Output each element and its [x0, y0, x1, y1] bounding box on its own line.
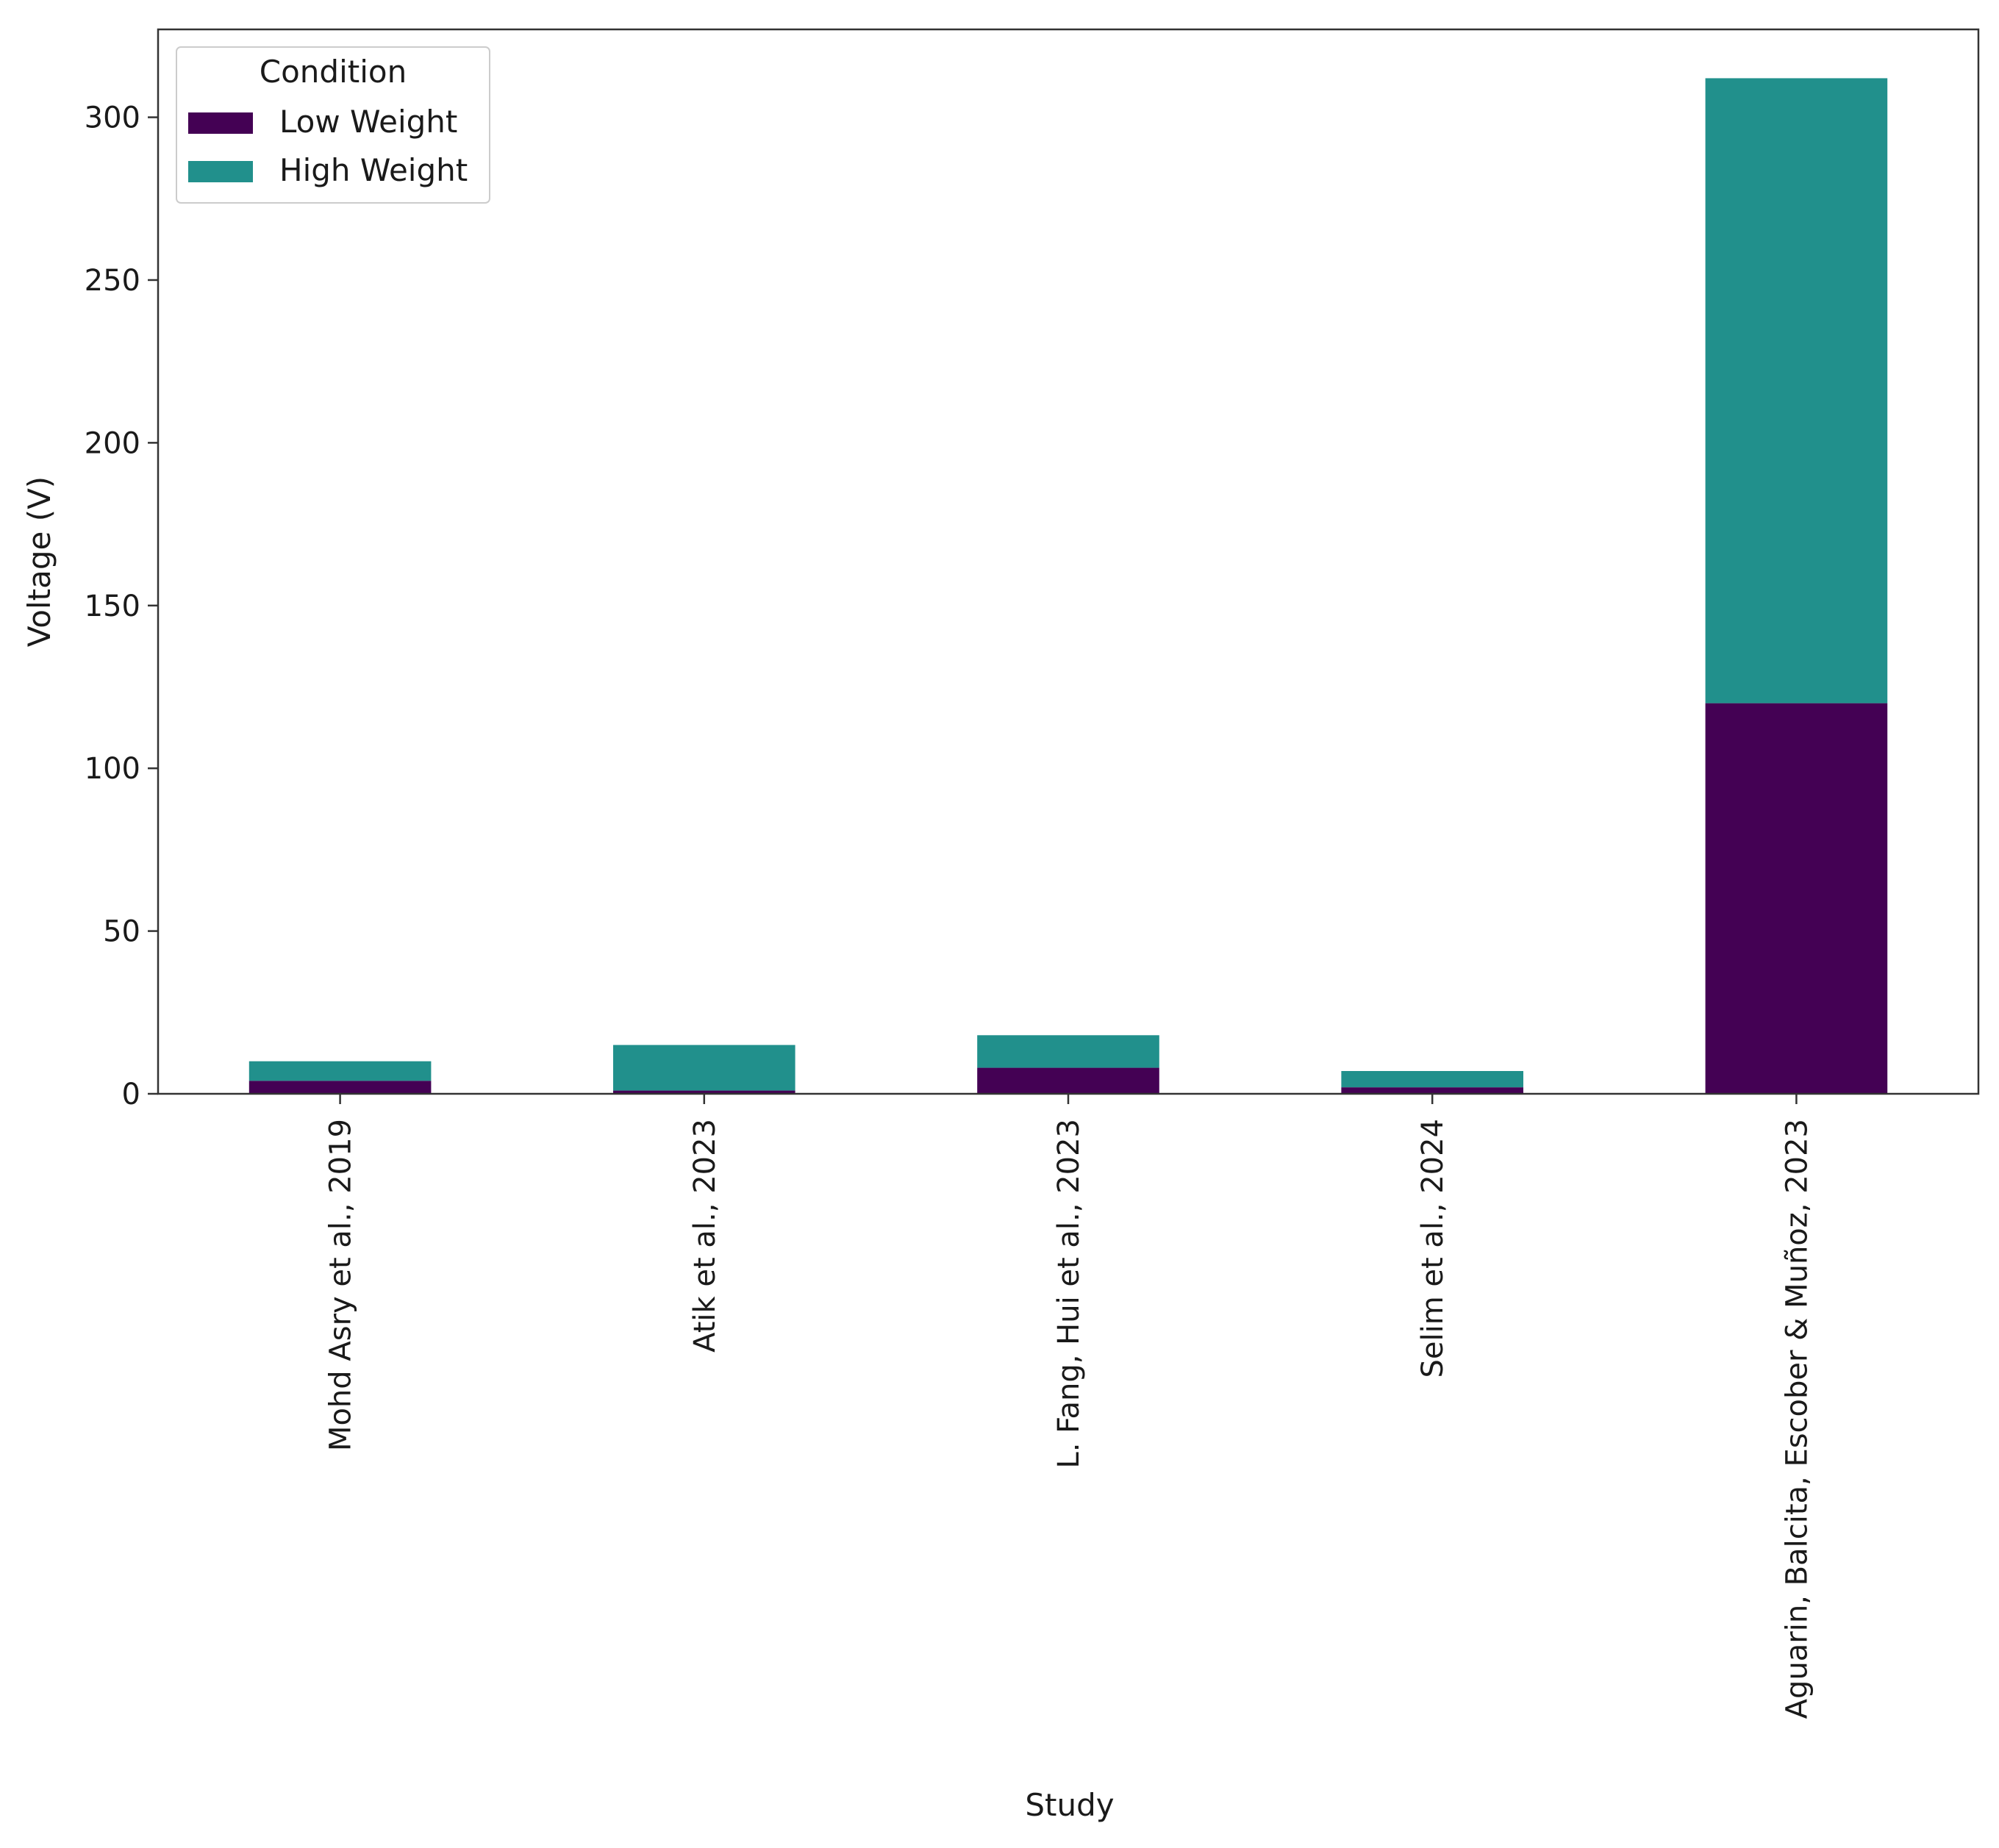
x-axis: Mohd Asry et al., 2019 Atik et al., 2023 L… — [324, 1094, 1814, 1719]
legend-box — [176, 46, 490, 204]
y-tick-label: 200 — [85, 426, 140, 460]
y-tick-label: 50 — [103, 915, 140, 949]
bar-high-weight-1 — [248, 1061, 432, 1081]
legend-swatch-low-weight — [188, 112, 253, 134]
bar-low-weight-4 — [1341, 1087, 1523, 1094]
bar-low-weight-5 — [1705, 703, 1888, 1094]
legend-title: Condition — [260, 54, 407, 90]
y-tick-label: 250 — [85, 264, 140, 298]
legend-label-high-weight: High Weight — [279, 152, 468, 188]
y-tick-label: 150 — [85, 590, 140, 623]
legend-label-low-weight: Low Weight — [279, 104, 457, 140]
bar-high-weight-3 — [977, 1035, 1159, 1068]
bar-high-weight-4 — [1341, 1071, 1523, 1088]
x-axis-title: Study — [1025, 1787, 1114, 1823]
y-tick-label: 100 — [85, 752, 140, 786]
legend-swatch-high-weight — [188, 161, 253, 182]
y-tick-label: 300 — [85, 101, 140, 135]
x-tick-label: Selim et al., 2024 — [1416, 1119, 1450, 1378]
x-tick-label: Atik et al., 2023 — [688, 1119, 722, 1353]
y-axis: 0 50 100 150 200 250 300 — [85, 101, 158, 1111]
x-tick-label: Mohd Asry et al., 2019 — [324, 1119, 358, 1451]
bar-high-weight-2 — [613, 1045, 795, 1091]
bar-low-weight-2 — [613, 1090, 795, 1094]
x-tick-label: L. Fang, Hui et al., 2023 — [1052, 1119, 1086, 1469]
bar-low-weight-3 — [977, 1067, 1159, 1094]
bar-high-weight-5 — [1705, 78, 1888, 703]
y-tick-label: 0 — [122, 1078, 140, 1111]
legend: Condition Low Weight High Weight — [176, 46, 490, 204]
x-tick-label: Aguarin, Balcita, Escober & Muñoz, 2023 — [1780, 1119, 1814, 1719]
bars-group — [248, 78, 1888, 1094]
bar-low-weight-1 — [248, 1081, 432, 1094]
y-axis-title: Voltage (V) — [21, 476, 57, 647]
